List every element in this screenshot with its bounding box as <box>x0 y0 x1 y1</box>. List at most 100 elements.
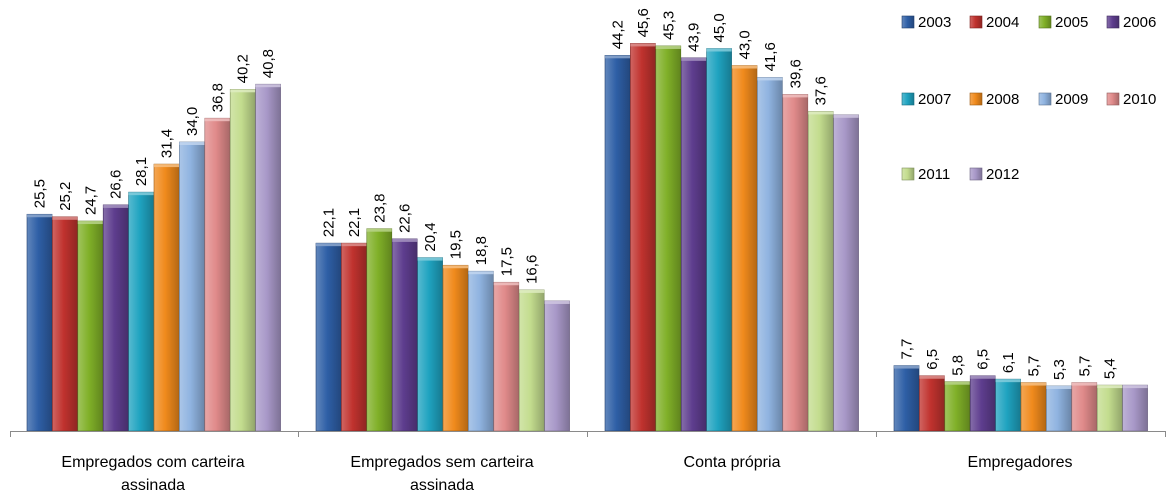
value-label: 20,4 <box>422 222 439 251</box>
category-label: Empregadores <box>968 454 1073 471</box>
bar-1-2003 <box>315 242 342 432</box>
category-labels-layer: Empregados com carteira assinada Empregado… <box>61 454 1072 493</box>
bar-2-2007 <box>706 48 732 432</box>
bar-2-2012 <box>833 114 859 432</box>
legend-label: 2009 <box>1055 91 1088 108</box>
bar-top-highlight <box>655 45 681 49</box>
legend-label: 2011 <box>918 166 950 183</box>
value-label: 41,6 <box>762 42 779 71</box>
bar-3-2009 <box>1046 385 1072 432</box>
bar-0-2011 <box>229 89 256 432</box>
legend: 2003 2004 2005 2006 2007 2008 2009 2010 2011 2012 <box>901 14 1156 183</box>
bars-layer <box>26 43 1148 432</box>
bar-0-2010 <box>204 117 231 432</box>
bar-top-highlight <box>154 164 179 168</box>
bar-top-highlight <box>77 221 103 225</box>
bar-3-2003 <box>893 365 920 432</box>
bar-2-2008 <box>731 65 758 432</box>
bar-top-highlight <box>833 114 859 118</box>
bar-top-highlight <box>757 77 783 81</box>
value-label: 25,2 <box>57 182 74 211</box>
legend-swatch <box>1106 15 1120 29</box>
bar-top-highlight <box>970 375 996 379</box>
x-axis <box>10 431 1166 437</box>
legend-item-2012: 2012 <box>969 166 1019 183</box>
bar-top-highlight <box>894 365 919 369</box>
value-label: 37,6 <box>813 76 830 105</box>
bar-0-2005 <box>77 220 104 432</box>
value-label: 34,0 <box>184 107 201 136</box>
bar-3-2008 <box>1020 382 1047 432</box>
legend-label: 2007 <box>918 91 951 108</box>
bar-2-2003 <box>604 54 631 432</box>
bar-1-2007 <box>417 257 443 432</box>
value-label: 25,5 <box>32 179 49 208</box>
bar-top-highlight <box>468 271 494 275</box>
category-label: assinada <box>121 477 185 493</box>
bar-3-2010 <box>1071 382 1098 432</box>
value-label: 26,6 <box>108 170 125 199</box>
bar-top-highlight <box>366 228 392 232</box>
value-label: 24,7 <box>82 186 99 215</box>
value-label: 40,8 <box>260 49 277 78</box>
bar-3-2012 <box>1122 384 1148 432</box>
legend-swatch <box>901 92 915 106</box>
value-label: 44,2 <box>610 20 627 49</box>
category-label: Empregados com carteira <box>61 454 244 471</box>
bar-0-2009 <box>179 141 205 432</box>
category-label: assinada <box>410 477 474 493</box>
bar-top-highlight <box>630 43 656 47</box>
bar-2-2010 <box>782 94 809 432</box>
legend-item-2010: 2010 <box>1106 91 1156 108</box>
bar-0-2006 <box>102 204 129 432</box>
legend-swatch <box>969 167 983 181</box>
bar-0-2008 <box>153 163 180 432</box>
bar-top-highlight <box>995 379 1021 383</box>
bar-top-highlight <box>1097 385 1123 389</box>
bar-2-2006 <box>680 57 707 432</box>
value-label: 17,5 <box>498 247 515 276</box>
legend-item-2005: 2005 <box>1038 14 1088 31</box>
category-label: Conta própria <box>684 454 781 471</box>
bar-top-highlight <box>1071 382 1097 386</box>
legend-item-2007: 2007 <box>901 91 951 108</box>
value-label: 43,9 <box>686 23 703 52</box>
value-label: 28,1 <box>133 157 150 186</box>
bar-top-highlight <box>341 243 367 247</box>
bar-top-highlight <box>605 55 630 59</box>
bar-top-highlight <box>1122 385 1148 389</box>
legend-label: 2004 <box>986 14 1019 31</box>
bar-1-2011 <box>518 289 545 432</box>
bar-3-2005 <box>944 381 971 432</box>
bar-top-highlight <box>919 375 945 379</box>
bar-top-highlight <box>27 214 52 218</box>
bar-3-2011 <box>1096 384 1123 432</box>
bar-top-highlight <box>443 265 468 269</box>
value-label: 22,6 <box>397 204 414 233</box>
bar-1-2012 <box>544 300 570 432</box>
legend-label: 2008 <box>986 91 1019 108</box>
legend-label: 2010 <box>1123 91 1156 108</box>
value-label: 6,5 <box>924 349 941 370</box>
bar-top-highlight <box>392 238 418 242</box>
bar-top-highlight <box>103 204 129 208</box>
bar-top-highlight <box>944 381 970 385</box>
value-label: 45,6 <box>635 8 652 37</box>
legend-item-2003: 2003 <box>901 14 951 31</box>
bar-top-highlight <box>519 289 545 293</box>
bar-top-highlight <box>681 57 707 61</box>
value-label: 5,7 <box>1026 356 1043 377</box>
legend-label: 2006 <box>1123 14 1156 31</box>
bar-0-2007 <box>128 191 154 432</box>
bar-top-highlight <box>706 48 732 52</box>
bar-top-highlight <box>179 142 205 145</box>
legend-swatch <box>1038 92 1052 106</box>
bar-0-2003 <box>26 213 53 432</box>
bar-top-highlight <box>1046 385 1072 389</box>
value-label: 6,5 <box>975 349 992 370</box>
legend-item-2009: 2009 <box>1038 91 1088 108</box>
bar-top-highlight <box>204 118 230 122</box>
value-label: 5,7 <box>1076 356 1093 377</box>
bar-top-highlight <box>1021 382 1046 386</box>
